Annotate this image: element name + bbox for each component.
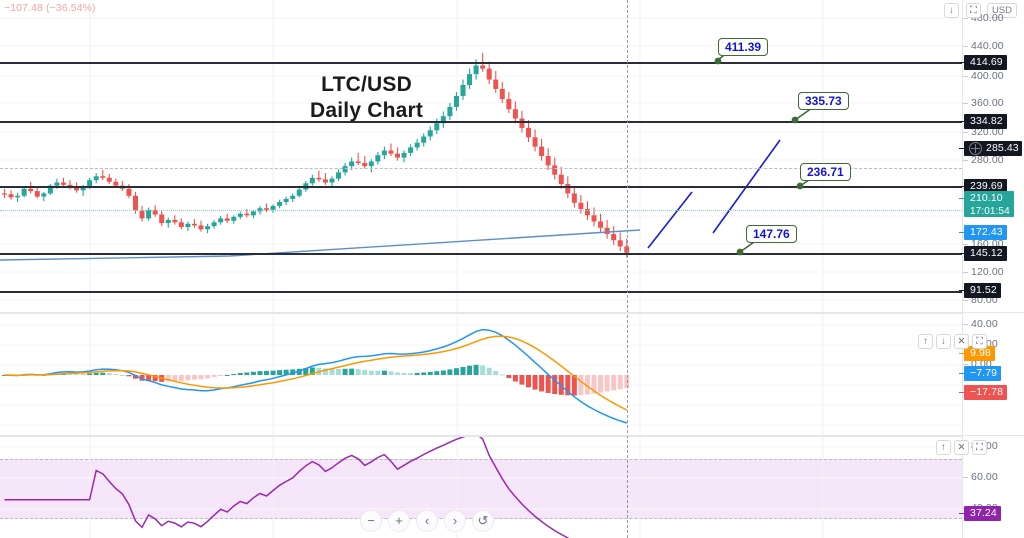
badge-value: 334.82 [970,115,1003,127]
axis-tick: 440.00 [963,40,1004,52]
pane-divider-rsi[interactable] [0,435,1024,436]
rsi-maximize-button[interactable]: ⛶ [972,440,987,455]
callout-147[interactable]: 147.76 [746,225,797,243]
crosshair-icon [969,142,982,155]
callout-411[interactable]: 411.39 [718,38,769,56]
rsi-plot [0,437,962,538]
macd-pane[interactable] [0,313,962,435]
price-level-334[interactable]: 334.82 [959,114,1007,129]
callout-236[interactable]: 236.71 [800,163,851,181]
reset-chart-button[interactable]: ↺ [472,510,494,532]
badge-tick [959,253,964,254]
badge-value: 285.43 [986,142,1019,154]
badge-value: 210.10 [970,192,1003,204]
badge-tick [959,290,964,291]
price-level-414[interactable]: 414.69 [959,55,1007,70]
title-line-2: Daily Chart [310,99,424,122]
price-scale[interactable]: USD 480.00 440.00 400.00 360.00 320.00 280.00… [959,0,1024,538]
macd-histogram[interactable]: −17.78 [959,385,1008,400]
currency-chip[interactable]: USD [986,3,1017,18]
axis-tick: 280.00 [963,154,1004,166]
macd-move-up-button[interactable]: ↑ [918,334,933,349]
badge-value: 414.69 [970,56,1003,68]
badge-tick [959,232,964,233]
axis-tick: 320.00 [963,126,1004,138]
badge-value: −17.78 [970,386,1004,398]
resistance-line-414 [0,62,1024,64]
zoom-in-button[interactable]: + [388,510,410,532]
price-level-285[interactable]: 285.43 [959,141,1022,156]
axis-tick: 400.00 [963,70,1004,82]
maximize-button[interactable]: ⛶ [966,3,981,18]
rsi-value[interactable]: 37.24 [959,506,1001,521]
macd-maximize-button[interactable]: ⛶ [972,334,987,349]
badge-value: 9.98 [970,347,991,359]
macd-signal[interactable]: −7.79 [959,366,1002,381]
price-change-label: −107.48 (−36.54%) [4,2,96,14]
pane-divider-macd[interactable] [0,312,1024,313]
title-line-1: LTC/USD [321,73,412,96]
badge-tick [959,148,964,149]
macd-value[interactable]: 9.98 [959,346,995,361]
rsi-close-button[interactable]: ✕ [954,440,969,455]
support-line-91 [0,291,1024,293]
support-line-145 [0,253,1024,255]
macd-plot [0,314,962,435]
macd-close-button[interactable]: ✕ [954,334,969,349]
badge-value: 239.69 [970,180,1003,192]
crosshair-vertical-line [627,0,628,538]
dashed-level-line [0,168,962,169]
badge-tick [959,198,964,199]
callout-335[interactable]: 335.73 [798,92,849,110]
chart-navigation-toolbar[interactable]: − + ‹ › ↺ [360,510,494,532]
badge-tick [959,513,964,514]
axis-tick: 360.00 [963,97,1004,109]
resistance-line-334 [0,121,1024,123]
price-level-172[interactable]: 172.43 [959,225,1007,240]
badge-tick [959,392,964,393]
badge-value: 37.24 [970,507,997,519]
last-price-line [0,210,962,211]
macd-move-down-button[interactable]: ↓ [936,334,951,349]
zoom-out-button[interactable]: − [360,510,382,532]
rsi-move-up-button[interactable]: ↑ [936,440,951,455]
badge-tick [959,186,964,187]
badge-value: 145.12 [970,247,1003,259]
price-pane[interactable] [0,0,962,312]
badge-tick [959,121,964,122]
badge-tick [959,373,964,374]
badge-value: 172.43 [970,226,1003,238]
last-price[interactable]: 210.10 17:01:54 [959,191,1014,217]
price-level-91[interactable]: 91.52 [959,283,1001,298]
countdown-timer: 17:01:54 [970,206,1010,217]
price-level-239[interactable]: 239.69 [959,179,1007,194]
axis-tick: 60.00 [963,471,998,483]
scroll-right-button[interactable]: › [444,510,466,532]
badge-tick [959,353,964,354]
badge-value: 91.52 [970,284,997,296]
axis-tick: 120.00 [963,266,1004,278]
page-title: LTC/USD Daily Chart [310,72,423,124]
axis-tick: 40.00 [963,318,998,330]
badge-value: −7.79 [970,367,998,379]
resistance-line-239 [0,186,1024,188]
badge-tick [959,62,964,63]
price-plot [0,0,824,312]
scroll-left-button[interactable]: ‹ [416,510,438,532]
download-button[interactable]: ↓ [944,3,959,18]
price-level-145[interactable]: 145.12 [959,246,1007,261]
